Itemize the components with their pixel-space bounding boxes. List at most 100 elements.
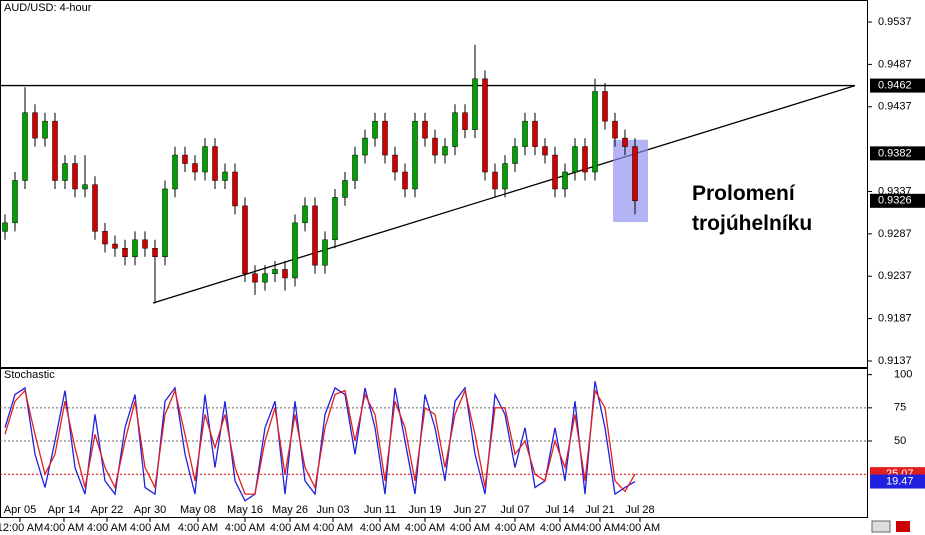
candle-body [552, 154, 558, 190]
x-tick-time: 4:00 AM [44, 522, 84, 534]
candle-body [632, 146, 638, 202]
candle-body [212, 146, 218, 181]
x-tick-label: Jun 27 [453, 504, 486, 516]
candle-body [612, 120, 618, 139]
candle-body [232, 171, 238, 207]
y-tick-label: 0.9237 [878, 270, 912, 282]
candle-body [22, 112, 28, 181]
stoch-value-label: 19.47 [886, 475, 914, 487]
candle-body [162, 188, 168, 257]
candle-body [142, 239, 148, 249]
candle-body [122, 248, 128, 257]
candle-body [52, 120, 58, 181]
candle-body [192, 163, 198, 173]
x-tick-time: 4:00 AM [130, 522, 170, 534]
candle-body [92, 184, 98, 232]
candle-body [432, 137, 438, 156]
candle-body [282, 269, 288, 279]
candle-body [572, 146, 578, 173]
price-marker-label: 0.9382 [878, 147, 912, 159]
stoch-frame [0, 368, 868, 518]
x-tick-time: 4:00 AM [540, 522, 580, 534]
highlight-box [613, 139, 648, 223]
candle-body [112, 243, 118, 249]
stoch-line [4, 388, 636, 495]
stoch-title-bg [2, 369, 54, 382]
candle-body [152, 248, 158, 257]
stoch-value-box [870, 474, 925, 489]
x-tick-time: 4:00 AM [313, 522, 353, 534]
price-frame [0, 0, 868, 368]
y-tick-label: 0.9537 [878, 16, 912, 28]
candle-body [542, 146, 548, 156]
stoch-tick-label: 100 [894, 369, 912, 381]
candle-body [222, 171, 228, 181]
candle-body [372, 120, 378, 139]
candle-body [412, 120, 418, 190]
y-tick-label: 0.9287 [878, 228, 912, 240]
x-tick-label: Apr 14 [48, 504, 80, 516]
candle-body [602, 91, 608, 122]
candle-body [42, 120, 48, 139]
candle-body [322, 239, 328, 266]
x-tick-label: Jul 28 [625, 504, 654, 516]
annotation: Prolomení trojúhelníku [692, 182, 812, 235]
candle-body [132, 239, 138, 257]
chart-title: AUD/USD: 4-hour [4, 2, 92, 14]
x-tick-time: 12:00 AM [0, 522, 43, 534]
candle-body [442, 146, 448, 156]
x-tick-time: 4:00 AM [87, 522, 127, 534]
scroll-button[interactable] [871, 520, 891, 533]
candle-body [182, 154, 188, 164]
candle-body [72, 163, 78, 190]
candle-body [302, 205, 308, 224]
candle-body [102, 231, 108, 245]
x-tick-time: 4:00 AM [360, 522, 400, 534]
candle-body [452, 112, 458, 147]
candle-body [482, 78, 488, 173]
y-tick-label: 0.9137 [878, 355, 912, 367]
x-tick-time: 4:00 AM [450, 522, 490, 534]
x-tick-time: 4:00 AM [225, 522, 265, 534]
candle-body [472, 78, 478, 130]
stoch-title: Stochastic [4, 369, 55, 381]
candle-body [332, 197, 338, 241]
candle-body [532, 120, 538, 147]
shift-button[interactable] [896, 521, 910, 532]
price-marker-label: 0.9326 [878, 195, 912, 207]
x-tick-time: 4:00 AM [620, 522, 660, 534]
y-tick-label: 0.9487 [878, 58, 912, 70]
x-tick-time: 4:00 AM [495, 522, 535, 534]
candle-body [202, 146, 208, 173]
candle-body [392, 154, 398, 173]
x-tick-label: Jul 14 [545, 504, 574, 516]
candle-body [562, 171, 568, 190]
candle-body [622, 137, 628, 147]
candle-body [382, 120, 388, 156]
price-marker-box [870, 193, 925, 208]
candle-body [172, 154, 178, 190]
candle-body [312, 205, 318, 266]
candle-body [82, 184, 88, 190]
candle-body [242, 205, 248, 274]
candle-body [582, 146, 588, 173]
candle-body [492, 171, 498, 190]
candle-body [12, 180, 18, 224]
candle-body [252, 273, 258, 283]
x-tick-label: Jul 21 [585, 504, 614, 516]
candle-body [32, 112, 38, 139]
title-bg [2, 1, 90, 15]
candle-body [352, 154, 358, 181]
x-tick-time: 4:00 AM [405, 522, 445, 534]
x-tick-label: May 16 [227, 504, 263, 516]
price-marker-label: 0.9462 [878, 79, 912, 91]
x-tick-label: May 08 [180, 504, 216, 516]
x-tick-label: Jul 07 [500, 504, 529, 516]
candle-body [342, 180, 348, 198]
candle-body [292, 222, 298, 279]
x-tick-label: Jun 03 [316, 504, 349, 516]
x-tick-time: 4:00 AM [178, 522, 218, 534]
candle-body [512, 146, 518, 164]
candle-body [62, 163, 68, 181]
